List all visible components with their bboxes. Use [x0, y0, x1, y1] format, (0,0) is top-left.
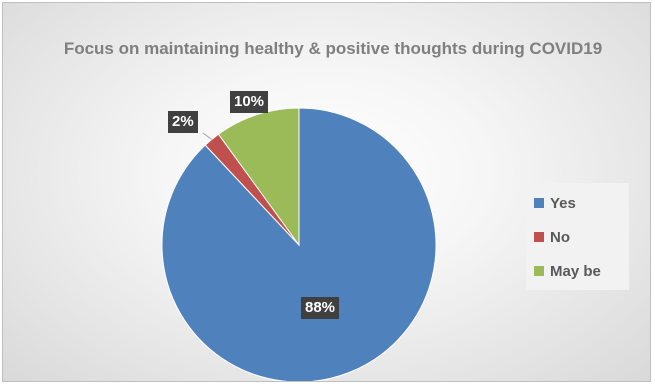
chart-title: Focus on maintaining healthy & positive … — [63, 39, 603, 58]
legend-label-yes: Yes — [550, 194, 576, 212]
legend-item-yes: Yes — [534, 193, 576, 213]
pie-slice-maybe — [217, 107, 300, 247]
legend: Yes No May be — [526, 183, 629, 290]
legend-swatch-maybe — [534, 266, 544, 276]
legend-item-maybe: May be — [534, 261, 601, 281]
data-label-no: 2% — [168, 111, 198, 133]
legend-item-no: No — [534, 227, 570, 247]
data-label-yes: 88% — [301, 297, 340, 319]
legend-label-no: No — [550, 228, 570, 246]
chart-area: Focus on maintaining healthy & positive … — [2, 2, 651, 382]
legend-swatch-no — [534, 232, 544, 242]
leader-line-no — [202, 132, 212, 140]
data-label-maybe: 10% — [230, 91, 269, 113]
legend-label-maybe: May be — [550, 262, 601, 280]
pie-chart — [161, 107, 437, 381]
legend-swatch-yes — [534, 198, 544, 208]
